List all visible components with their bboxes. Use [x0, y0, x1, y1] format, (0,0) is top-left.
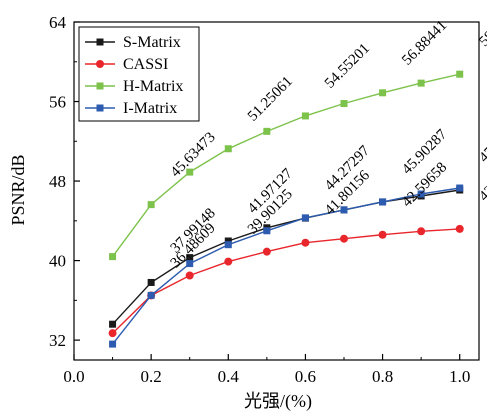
data-label: 56.88441 — [399, 18, 450, 69]
x-tick-label: 0.2 — [141, 367, 162, 386]
data-point — [186, 168, 194, 176]
legend-label: S-Matrix — [123, 34, 181, 51]
x-tick-label: 0.4 — [218, 367, 240, 386]
legend-label: H-Matrix — [123, 78, 183, 95]
data-label: 54.55201 — [322, 41, 373, 92]
data-point — [224, 145, 232, 153]
data-point — [301, 112, 309, 120]
x-axis-title: 光强/(%) — [244, 391, 312, 412]
data-point — [263, 227, 271, 235]
legend-marker — [96, 60, 104, 68]
series-h-matrix — [109, 70, 464, 261]
data-point — [185, 271, 194, 280]
data-point — [109, 340, 117, 348]
data-point — [455, 224, 464, 233]
series-cassi — [108, 224, 464, 338]
y-tick-label: 32 — [49, 331, 66, 350]
legend-item-i-matrix: I-Matrix — [85, 100, 177, 117]
data-point — [108, 329, 117, 338]
legend-marker — [96, 38, 104, 46]
y-tick-label: 40 — [49, 252, 66, 271]
data-point — [301, 214, 309, 222]
series-line — [112, 189, 460, 325]
data-point — [147, 201, 155, 209]
data-point — [109, 253, 117, 261]
legend-item-h-matrix: H-Matrix — [85, 78, 183, 95]
data-point — [224, 257, 233, 266]
data-point — [378, 230, 387, 239]
x-tick-label: 0.6 — [295, 367, 316, 386]
plot-area — [73, 21, 480, 361]
data-point — [456, 184, 464, 192]
data-point — [379, 89, 387, 97]
y-tick-label: 48 — [49, 172, 66, 191]
y-tick-label: 64 — [49, 13, 67, 32]
y-axis: 32 40 48 56 64 — [49, 13, 80, 350]
data-point — [186, 260, 194, 268]
data-point — [340, 234, 348, 243]
legend-item-cassi: CASSI — [85, 56, 168, 73]
y-axis-title: PSNR/dB — [8, 154, 28, 225]
series-i-matrix — [109, 184, 464, 348]
data-label: 47.07833 — [476, 115, 487, 166]
data-label: 51.25061 — [245, 74, 296, 125]
y-tick-label: 56 — [49, 93, 66, 112]
legend-marker — [96, 82, 104, 90]
legend: S-Matrix CASSI H-Matrix I-Matrix — [78, 26, 200, 122]
data-point — [456, 70, 464, 78]
data-point — [379, 198, 387, 206]
data-point — [301, 238, 310, 247]
legend-label: I-Matrix — [123, 100, 177, 117]
data-point — [224, 241, 232, 249]
series-layer — [108, 70, 464, 348]
data-point — [109, 320, 117, 328]
series-line — [112, 73, 460, 258]
series-line — [112, 228, 460, 334]
data-point — [340, 100, 348, 108]
data-point — [262, 247, 271, 256]
data-label: 58.75016 — [476, 0, 487, 50]
x-tick-label: 0.8 — [372, 367, 393, 386]
legend-marker — [96, 104, 104, 112]
data-point — [417, 79, 425, 87]
series-line — [112, 187, 460, 345]
x-tick-label: 0.0 — [63, 367, 84, 386]
data-point — [340, 206, 348, 214]
legend-label: CASSI — [123, 56, 168, 73]
data-point — [417, 227, 426, 236]
data-point — [147, 278, 155, 286]
data-point — [186, 254, 194, 262]
data-point — [263, 127, 271, 135]
legend-item-s-matrix: S-Matrix — [85, 34, 181, 51]
x-tick-label: 1.0 — [449, 367, 470, 386]
data-point — [417, 190, 425, 198]
data-point — [224, 237, 232, 245]
plot-frame — [73, 21, 480, 361]
x-axis: 0.0 0.2 0.4 0.6 0.8 1.0 — [63, 354, 470, 386]
data-point — [147, 291, 155, 299]
